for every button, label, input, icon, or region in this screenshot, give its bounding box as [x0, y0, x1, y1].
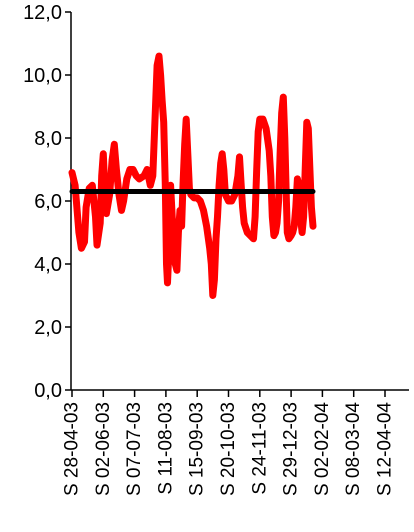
- x-tick-label: S 02-02-04: [312, 402, 333, 496]
- y-axis: 0,0 2,0 4,0 6,0 8,0 10,0 12,0: [23, 2, 72, 402]
- series-line-red: [68, 52, 317, 299]
- x-tick-label: S 20-10-03: [218, 402, 239, 496]
- x-tick-label: S 11-08-03: [155, 402, 176, 495]
- x-tick-label: S 29-12-03: [281, 402, 302, 496]
- x-tick-label: S 07-07-03: [124, 402, 145, 496]
- y-tick-label: 12,0: [23, 2, 62, 24]
- x-tick-label: S 12-04-04: [375, 402, 396, 496]
- y-tick-label: 2,0: [34, 317, 62, 339]
- x-tick-label: S 24-11-03: [249, 402, 270, 495]
- y-tick-label: 4,0: [34, 254, 62, 276]
- y-tick-label: 6,0: [34, 191, 62, 213]
- y-tick-label: 8,0: [34, 128, 62, 150]
- x-tick-label: S 02-06-03: [93, 402, 114, 496]
- x-axis: S 28-04-03 S 02-06-03 S 07-07-03 S 11-08-03…: [62, 389, 409, 496]
- y-tick-label: 0,0: [34, 380, 62, 402]
- x-tick-label: S 28-04-03: [62, 402, 83, 496]
- y-tick-label: 10,0: [23, 65, 62, 87]
- x-tick-label: S 15-09-03: [187, 402, 208, 496]
- series-layer: [68, 52, 317, 299]
- x-tick-label: S 08-03-04: [343, 402, 364, 496]
